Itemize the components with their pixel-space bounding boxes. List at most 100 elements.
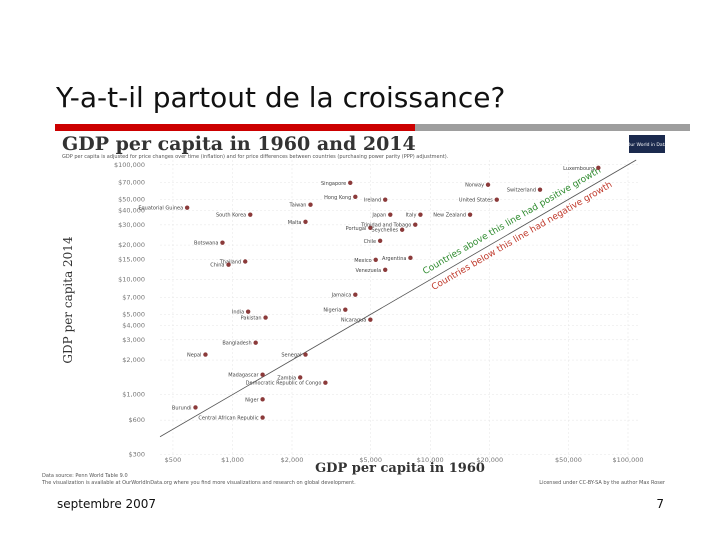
y-tick-label: $70,000: [118, 179, 145, 187]
point: [399, 227, 405, 232]
point-label: Italy: [406, 213, 417, 219]
point: [184, 205, 190, 210]
point-label: Luxembourg: [563, 166, 594, 172]
point: [226, 262, 231, 267]
y-tick-label: $600: [128, 416, 145, 424]
point-label: Trinidad and Tobago: [360, 223, 411, 229]
point-label: Madagascar: [228, 373, 259, 379]
y-tick-label: $15,000: [118, 255, 145, 263]
point: [260, 397, 265, 402]
x-tick-label: $1,000: [221, 456, 244, 464]
point-label: Seychelles: [371, 228, 398, 234]
x-tick-label: $10,000: [417, 456, 444, 464]
x-tick-label: $20,000: [476, 456, 503, 464]
x-tick-label: $500: [165, 456, 182, 464]
point: [253, 340, 258, 345]
point: [260, 415, 265, 420]
point-label: Burundi: [172, 405, 192, 411]
point: [260, 372, 265, 377]
point-label: Argentina: [382, 256, 406, 262]
chart-title: GDP per capita in 1960 and 2014: [62, 133, 416, 155]
point-label: Norway: [465, 183, 484, 189]
point-label: Jamaica: [331, 293, 352, 299]
point: [263, 315, 268, 320]
point: [298, 375, 303, 380]
point: [243, 259, 248, 264]
point-label: Ireland: [364, 198, 381, 204]
source: Data source: Penn World Table 9.0: [42, 473, 128, 479]
point: [388, 212, 393, 217]
point-label: Chile: [364, 239, 377, 245]
point: [467, 212, 473, 217]
point: [494, 197, 499, 202]
page-number: 7: [656, 497, 664, 511]
point: [303, 219, 308, 224]
logo-box: [629, 135, 665, 153]
point-label: Japan: [371, 213, 386, 219]
y-tick-label: $1,000: [122, 391, 145, 399]
point: [418, 212, 423, 217]
note: The visualization is available at OurWor…: [41, 480, 356, 486]
y-tick-label: $40,000: [118, 206, 145, 214]
x-tick-label: $50,000: [555, 456, 582, 464]
chart-subtitle: GDP per capita is adjusted for price cha…: [62, 154, 449, 160]
x-axis-label: GDP per capita in 1960: [315, 461, 485, 476]
y-tick-label: $50,000: [118, 195, 145, 203]
point-label: Central African Republic: [198, 416, 258, 422]
point: [343, 307, 348, 312]
point: [193, 405, 198, 410]
point-label: Malta: [288, 220, 302, 226]
y-tick-label: $300: [128, 451, 145, 459]
logo: Our World in Data: [627, 142, 668, 148]
point-label: Equatorial Guinea: [138, 206, 183, 212]
y-tick-label: $20,000: [118, 241, 145, 249]
point-label: Nigeria: [323, 308, 341, 314]
point: [383, 197, 388, 202]
point-label: Democratic Republic of Congo: [246, 381, 322, 387]
point: [323, 380, 328, 385]
point-label: Thailand: [219, 259, 241, 265]
y-tick-label: $4,000: [122, 321, 145, 329]
y-tick-label: $3,000: [122, 336, 145, 344]
point-label: Hong Kong: [324, 195, 351, 201]
y-tick-label: $5,000: [122, 310, 145, 318]
point: [368, 317, 373, 322]
x-tick-label: $100,000: [612, 456, 643, 464]
title-bar-red: [55, 124, 415, 131]
point-label: South Korea: [216, 213, 246, 219]
point: [408, 255, 413, 261]
point-label: Senegal: [281, 353, 301, 359]
point: [413, 222, 418, 227]
point: [383, 267, 388, 272]
point-label: Portugal: [346, 226, 367, 232]
point: [303, 352, 308, 357]
point-label: Switzerland: [507, 188, 536, 194]
y-tick-label: $2,000: [122, 356, 145, 364]
title-bar-grey: [415, 124, 690, 131]
y-tick-label: $10,000: [118, 276, 145, 284]
point: [245, 309, 251, 314]
y-axis-label: GDP per capita 2014: [61, 236, 75, 364]
footer: septembre 2007: [57, 497, 156, 511]
y-tick-label: $100,000: [114, 161, 145, 169]
point: [377, 238, 383, 243]
point-label: Botswana: [194, 241, 218, 247]
point-label: New Zealand: [433, 213, 466, 219]
point-label: Taiwan: [288, 203, 306, 209]
license: Licensed under CC-BY-SA by the author Ma…: [539, 480, 666, 486]
point: [373, 257, 378, 262]
point-label: Venezuela: [356, 268, 382, 274]
y-tick-label: $7,000: [122, 294, 145, 302]
point-label: Nepal: [187, 353, 201, 359]
point: [348, 180, 353, 186]
point-label: Zambia: [277, 375, 296, 381]
equal-growth-line: [159, 159, 637, 438]
point: [220, 240, 225, 245]
y-tick-label: $30,000: [118, 221, 145, 229]
point: [596, 165, 601, 171]
x-tick-label: $5,000: [359, 456, 382, 464]
point-label: Singapore: [321, 181, 346, 187]
point-label: United States: [459, 198, 493, 204]
